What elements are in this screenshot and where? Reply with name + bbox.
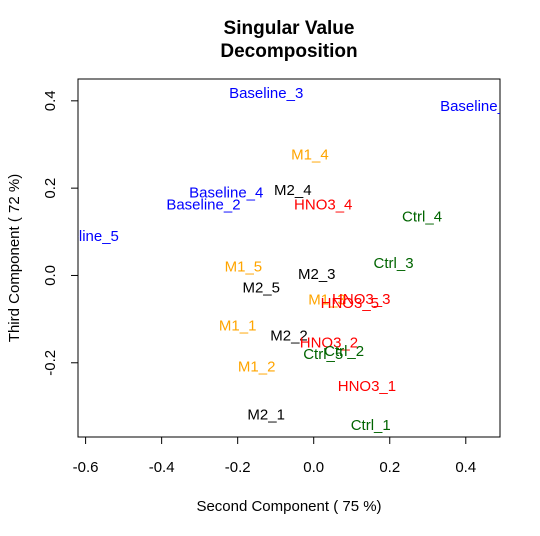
point-label-m1-2: M1_2 [238,358,276,375]
point-label-m1-5: M1_5 [225,259,263,276]
point-label-baseline-5: Baseline_5 [45,228,119,245]
x-axis-label: Second Component ( 75 %) [196,498,381,515]
point-label-m1-3: M1_3 [308,291,346,308]
x-tick-label: 0.4 [455,459,476,476]
point-label-ctrl-2: Ctrl_2 [324,343,364,360]
y-tick-label: 0.4 [42,90,59,111]
point-label-baseline-1: Baseline_1 [440,98,514,115]
point-label-hno3-4: HNO3_4 [294,196,352,213]
point-label-m2-4: M2_4 [274,182,312,199]
point-label-baseline-4: Baseline_4 [189,185,263,202]
x-tick-label: -0.6 [73,459,99,476]
point-label-baseline-2: Baseline_2 [166,196,240,213]
y-axis: -0.2 0.0 0.2 0.4 [42,90,79,376]
point-label-hno3-5: HNO3_5 [321,295,379,312]
point-label-ctrl-4: Ctrl_4 [402,209,442,226]
point-label-hno3-1: HNO3_1 [338,378,396,395]
plot-frame [77,78,501,438]
point-labels: Baseline_3 Baseline_1 Baseline_4Baseline_2… [45,85,514,434]
point-label-m2-1: M2_1 [247,406,285,423]
point-label-m2-5: M2_5 [242,279,280,296]
point-label-hno3-2: HNO3_2 [300,334,358,351]
y-tick-label: -0.2 [42,350,59,376]
x-tick-label: -0.4 [149,459,175,476]
point-label-ctrl-5: Ctrl_5 [303,346,343,363]
x-axis: -0.6 -0.4 -0.2 0.0 0.2 0.4 [73,436,476,476]
point-label-baseline-3: Baseline_3 [229,85,303,102]
chart-title-line-2: Decomposition [220,41,357,62]
point-label-m1-1: M1_1 [219,318,257,335]
chart-title: Singular Value Decomposition [220,18,357,62]
point-label-ctrl-1: Ctrl_1 [351,417,391,434]
y-axis-label: Third Component ( 72 %) [6,174,23,342]
chart-title-line-1: Singular Value [224,18,355,39]
point-label-ctrl-3: Ctrl_3 [374,255,414,272]
x-tick-label: 0.2 [379,459,400,476]
point-label-m2-2: M2_2 [270,328,308,345]
point-label-m1-4: M1_4 [291,147,329,164]
x-tick-label: 0.0 [303,459,324,476]
x-tick-label: -0.2 [225,459,251,476]
point-label-hno3-3: HNO3_3 [332,291,390,308]
point-label-m2-3: M2_3 [298,266,336,283]
y-tick-label: 0.0 [42,265,59,286]
y-tick-label: 0.2 [42,178,59,199]
